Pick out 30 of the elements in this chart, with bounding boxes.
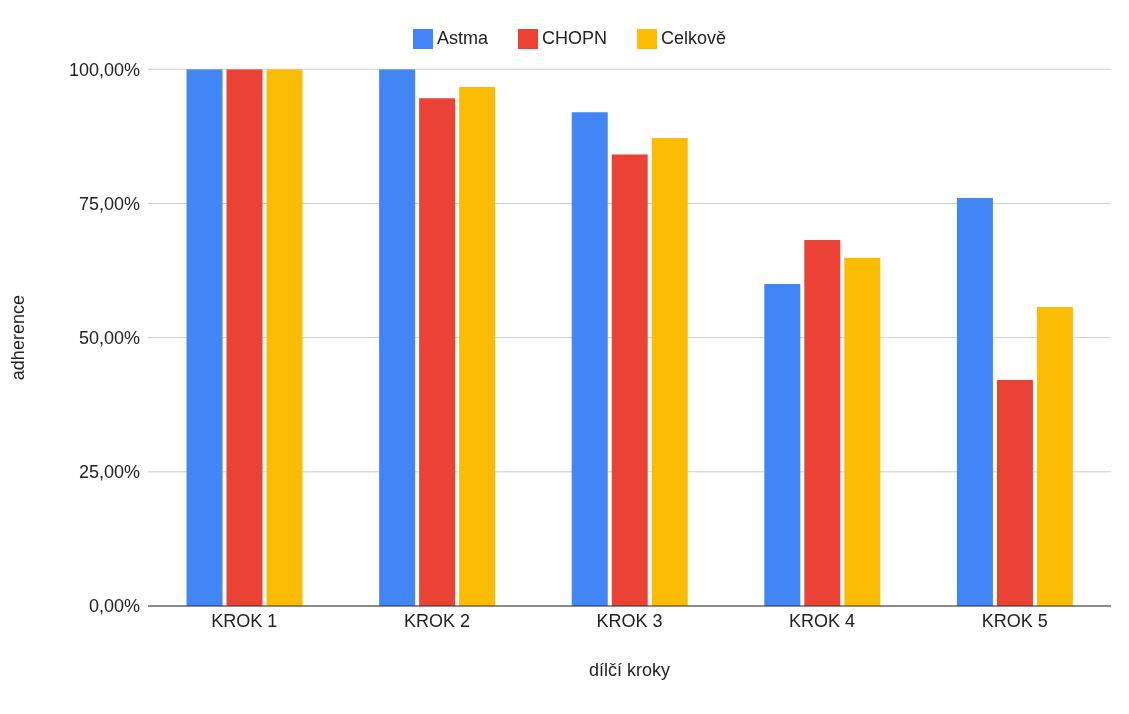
bar: [571, 112, 608, 606]
x-tick-label: KROK 2: [403, 610, 470, 631]
y-tick-label: 25,00%: [78, 462, 140, 483]
y-tick-label: 100,00%: [68, 59, 140, 80]
bar: [379, 69, 416, 606]
bar: [804, 239, 841, 606]
bar: [956, 198, 993, 606]
bar: [764, 283, 801, 606]
bar: [611, 154, 648, 606]
bar: [844, 257, 881, 606]
y-tick-label: 0,00%: [88, 596, 140, 617]
y-axis-title: adherence: [8, 295, 29, 381]
x-axis-title: dílčí kroky: [588, 660, 671, 680]
bar: [419, 98, 456, 606]
y-tick-label: 50,00%: [78, 328, 140, 349]
x-tick-label: KROK 1: [211, 610, 278, 631]
x-tick-label: KROK 4: [789, 610, 856, 631]
x-tick-label: KROK 3: [596, 610, 663, 631]
x-tick-label: KROK 5: [981, 610, 1048, 631]
bar: [651, 137, 688, 606]
y-tick-label: 75,00%: [78, 193, 140, 214]
legend-label: Celkově: [661, 28, 727, 48]
bar: [1036, 307, 1073, 606]
bar: [226, 69, 263, 606]
legend-label: CHOPN: [541, 28, 607, 48]
legend-label: Astma: [436, 28, 488, 48]
bar: [459, 86, 496, 606]
bar: [186, 69, 223, 606]
bar: [266, 69, 303, 606]
bar: [996, 380, 1033, 606]
